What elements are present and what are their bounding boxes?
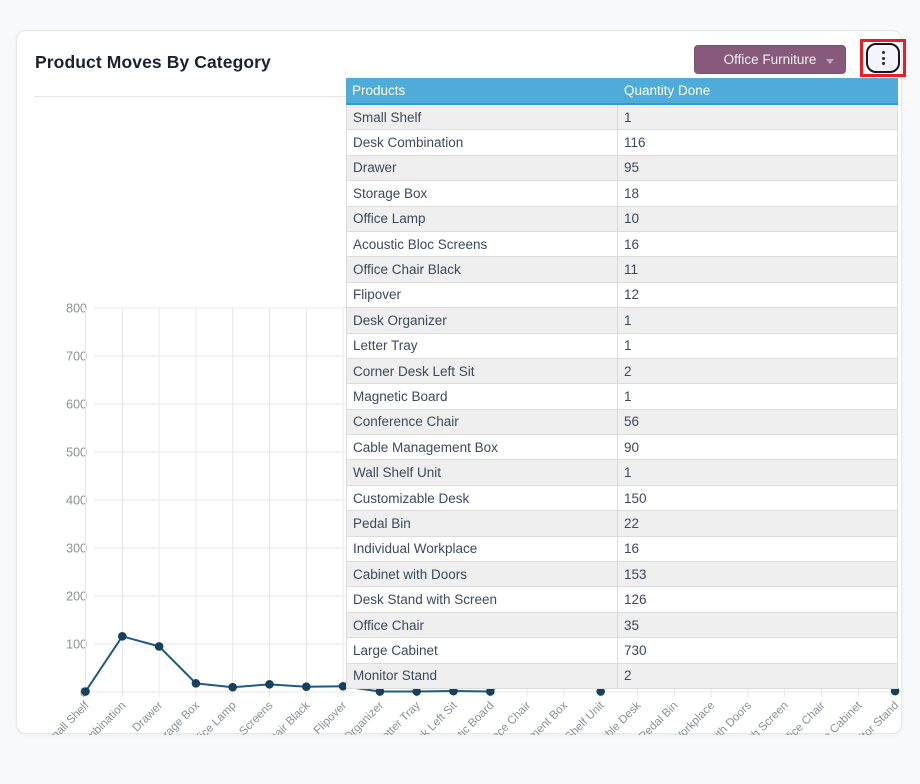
table-row: Conference Chair 56 — [346, 409, 898, 436]
quantity-cell: 16 — [618, 536, 898, 563]
product-cell: Conference Chair — [346, 409, 618, 436]
table-row: Office Chair 35 — [346, 612, 898, 639]
table-row: Desk Stand with Screen 126 — [346, 587, 898, 613]
svg-text:800: 800 — [66, 302, 87, 316]
table-row: Office Chair Black 11 — [346, 257, 898, 283]
table-row: Storage Box 18 — [346, 181, 898, 207]
product-cell: Pedal Bin — [346, 511, 618, 537]
svg-text:200: 200 — [66, 590, 87, 604]
product-cell: Storage Box — [346, 181, 618, 207]
table-row: Letter Tray 1 — [346, 333, 898, 359]
table-row: Flipover 12 — [346, 282, 898, 309]
table-row: Large Cabinet 730 — [346, 638, 898, 664]
svg-text:600: 600 — [66, 398, 87, 412]
quantity-cell: 1 — [618, 105, 898, 131]
quantity-cell: 16 — [618, 231, 898, 258]
quantity-cell: 90 — [618, 435, 898, 461]
svg-text:Flipover: Flipover — [312, 700, 350, 735]
caret-down-icon — [826, 59, 834, 64]
kebab-menu-button[interactable] — [866, 43, 900, 73]
product-cell: Large Cabinet — [346, 638, 618, 664]
quantity-cell: 56 — [618, 409, 898, 436]
product-cell: Wall Shelf Unit — [346, 460, 618, 486]
product-cell: Drawer — [346, 155, 618, 182]
category-filter-button[interactable]: Office Furniture — [694, 45, 846, 74]
table-row: Acoustic Bloc Screens 16 — [346, 231, 898, 258]
quantity-cell: 1 — [618, 308, 898, 334]
quantity-cell: 1 — [618, 333, 898, 359]
page-title: Product Moves By Category — [35, 52, 271, 72]
table-row: Individual Workplace 16 — [346, 536, 898, 563]
quantity-cell: 2 — [618, 358, 898, 385]
table-row: Customizable Desk 150 — [346, 485, 898, 512]
products-table: Products Quantity Done Small Shelf 1 Desk … — [346, 78, 898, 689]
product-cell: Office Lamp — [346, 206, 618, 232]
product-cell: Customizable Desk — [346, 485, 618, 512]
product-cell: Magnetic Board — [346, 384, 618, 410]
svg-text:400: 400 — [66, 494, 87, 508]
product-cell: Desk Organizer — [346, 308, 618, 334]
quantity-cell: 150 — [618, 485, 898, 512]
table-row: Monitor Stand 2 — [346, 663, 898, 689]
svg-text:300: 300 — [66, 542, 87, 556]
quantity-cell: 11 — [618, 257, 898, 283]
svg-text:Small Shelf: Small Shelf — [42, 699, 92, 735]
product-cell: Individual Workplace — [346, 536, 618, 563]
product-cell: Cabinet with Doors — [346, 562, 618, 588]
quantity-cell: 126 — [618, 587, 898, 613]
product-cell: Desk Combination — [346, 130, 618, 156]
products-table-body: Small Shelf 1 Desk Combination 116 Drawer 95 S… — [346, 105, 898, 689]
quantity-cell: 1 — [618, 384, 898, 410]
dashboard-card: Product Moves By Category Office Furnitu… — [16, 30, 906, 735]
table-row: Small Shelf 1 — [346, 105, 898, 131]
quantity-cell: 22 — [618, 511, 898, 537]
table-header-row: Products Quantity Done — [346, 78, 898, 105]
svg-text:Drawer: Drawer — [131, 700, 166, 735]
table-row: Pedal Bin 22 — [346, 511, 898, 537]
product-cell: Cable Management Box — [346, 435, 618, 461]
product-cell: Monitor Stand — [346, 663, 618, 689]
kebab-highlight-box — [860, 39, 906, 77]
table-row: Desk Organizer 1 — [346, 308, 898, 334]
quantity-cell: 35 — [618, 612, 898, 639]
table-row: Cable Management Box 90 — [346, 435, 898, 461]
quantity-cell: 2 — [618, 663, 898, 689]
table-row: Cabinet with Doors 153 — [346, 562, 898, 588]
quantity-cell: 153 — [618, 562, 898, 588]
product-cell: Letter Tray — [346, 333, 618, 359]
product-cell: Corner Desk Left Sit — [346, 358, 618, 385]
product-cell: Flipover — [346, 282, 618, 309]
product-cell: Office Chair Black — [346, 257, 618, 283]
table-row: Office Lamp 10 — [346, 206, 898, 232]
column-header-products[interactable]: Products — [346, 78, 618, 105]
table-row: Wall Shelf Unit 1 — [346, 460, 898, 486]
quantity-cell: 730 — [618, 638, 898, 664]
table-row: Corner Desk Left Sit 2 — [346, 358, 898, 385]
table-row: Desk Combination 116 — [346, 130, 898, 156]
quantity-cell: 1 — [618, 460, 898, 486]
svg-text:Pedal Bin: Pedal Bin — [637, 700, 680, 735]
column-header-quantity[interactable]: Quantity Done — [618, 78, 898, 105]
product-cell: Small Shelf — [346, 105, 618, 131]
quantity-cell: 18 — [618, 181, 898, 207]
category-filter-label: Office Furniture — [723, 52, 817, 67]
svg-text:700: 700 — [66, 350, 87, 364]
product-cell: Desk Stand with Screen — [346, 587, 618, 613]
svg-text:500: 500 — [66, 446, 87, 460]
product-cell: Acoustic Bloc Screens — [346, 231, 618, 258]
quantity-cell: 116 — [618, 130, 898, 156]
table-row: Magnetic Board 1 — [346, 384, 898, 410]
kebab-vertical-icon — [881, 51, 885, 54]
svg-text:100: 100 — [66, 638, 87, 652]
quantity-cell: 12 — [618, 282, 898, 309]
quantity-cell: 95 — [618, 155, 898, 182]
product-cell: Office Chair — [346, 612, 618, 639]
table-row: Drawer 95 — [346, 155, 898, 182]
quantity-cell: 10 — [618, 206, 898, 232]
